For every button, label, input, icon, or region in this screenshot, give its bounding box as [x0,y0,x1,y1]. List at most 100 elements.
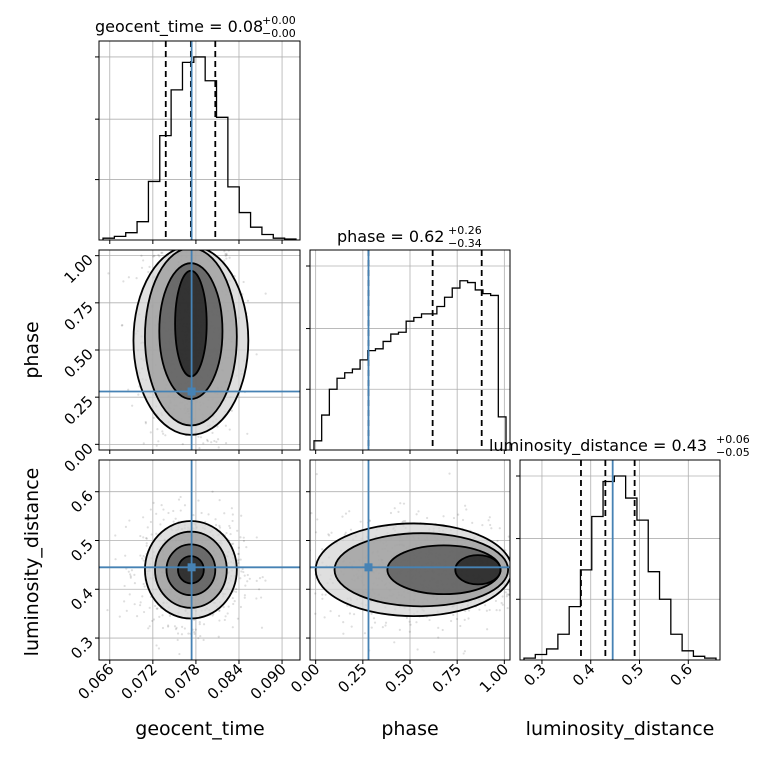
scatter-point [518,495,520,497]
scatter-point [450,619,453,623]
scatter-point [199,634,202,638]
scatter-point [215,440,218,443]
scatter-point [515,558,517,560]
scatter-point [517,613,519,615]
scatter-point [212,213,214,215]
scatter-point [533,582,535,584]
scatter-point [156,428,159,431]
scatter-point [229,532,232,536]
scatter-point [522,566,524,568]
scatter-point [180,633,184,636]
scatter-point [515,587,517,589]
scatter-point [182,486,184,488]
scatter-point [169,210,171,212]
scatter-point [145,542,148,545]
scatter-point [381,626,384,629]
scatter-layer [99,460,300,660]
scatter-point [463,650,466,653]
scatter-point [405,616,409,619]
x-tick-label: 0.5 [618,660,648,690]
scatter-point [523,534,525,536]
scatter-point [174,230,176,232]
scatter-frame [309,459,511,661]
scatter-point [442,515,445,518]
scatter-point [168,614,172,618]
scatter-point [194,245,196,247]
scatter-point [144,422,147,425]
scatter-point [433,651,436,654]
scatter-point [457,513,460,516]
scatter-point [228,524,231,528]
scatter-point [529,579,531,581]
scatter-point [211,614,214,617]
scatter-point [524,585,526,587]
scatter-point [185,499,187,501]
scatter-point [526,574,528,576]
title-geocent-time: geocent_time = 0.08 +0.00 −0.00 [95,14,296,40]
scatter-point [230,409,233,412]
scatter-point [565,601,567,603]
scatter-point [204,202,206,204]
scatter-point [393,641,396,644]
scatter-point [145,544,148,547]
svg-text:geocent_time = 0.08: geocent_time = 0.08 [95,17,263,37]
scatter-point [224,615,227,618]
scatter-point [222,606,225,609]
scatter-point [196,205,198,207]
scatter-point [237,552,240,556]
scatter-point [167,246,169,248]
scatter-point [172,228,174,230]
scatter-point [290,527,292,529]
scatter-point [527,568,529,570]
scatter-point [160,504,163,507]
scatter-point [228,428,231,431]
scatter-point [404,519,407,523]
scatter-point [225,252,228,255]
scatter-point [314,531,318,534]
scatter-point [515,558,517,560]
scatter-point [615,596,617,598]
scatter-point [243,483,245,485]
scatter-point [467,617,470,620]
scatter-point [321,593,324,596]
scatter-point [463,618,466,622]
scatter-point [185,238,187,240]
scatter-point [239,558,242,561]
scatter-point [297,558,299,560]
scatter-point [162,215,164,217]
scatter-point [242,539,246,543]
scatter-luminosity-distance-vs-geocent-time: 0.066 0.072 0.078 0.084 0.090 0.3 0.4 0.5 0.6 [67,459,301,703]
scatter-point [155,512,158,515]
scatter-point [202,442,205,445]
scatter-point [213,439,216,443]
scatter-point [149,431,152,434]
scatter-point [573,584,575,586]
scatter-point [232,602,235,606]
scatter-point [236,617,240,620]
histogram-luminosity-distance: 0.3 0.4 0.5 0.6 [516,459,721,690]
scatter-point [525,614,527,616]
scatter-point [239,605,243,609]
scatter-point [402,519,405,523]
scatter-point [243,594,247,597]
scatter-point [399,502,402,505]
y-tick-label: 0.25 [60,392,96,428]
scatter-point [114,534,117,537]
scatter-point [235,587,238,591]
scatter-point [292,554,294,556]
truth-marker [187,563,196,572]
scatter-point [370,612,373,615]
scatter-point [206,438,209,441]
scatter-point [145,536,148,540]
x-tick-label: 0.084 [204,660,247,703]
scatter-point [178,231,180,233]
scatter-point [293,550,295,552]
scatter-point [142,610,146,614]
scatter-point [218,526,222,529]
scatter-layer [290,460,617,660]
histogram-steps [523,475,717,660]
scatter-point [131,404,134,407]
scatter-point [314,592,317,595]
scatter-point [218,524,221,527]
svg-text:−0.00: −0.00 [262,27,296,40]
